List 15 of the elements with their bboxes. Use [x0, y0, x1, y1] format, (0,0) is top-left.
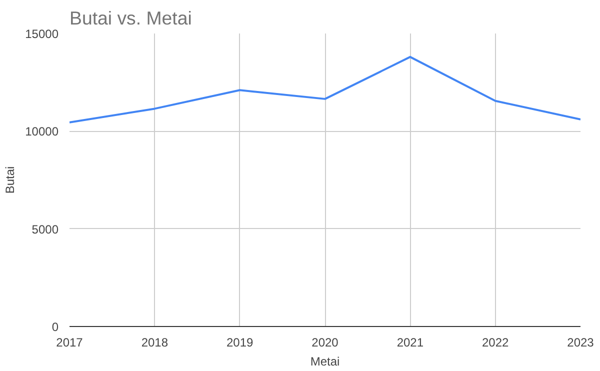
x-tick-label: 2023 — [567, 336, 594, 350]
x-tick-label: 2018 — [141, 336, 168, 350]
x-axis-title: Metai — [310, 354, 340, 368]
y-tick-label: 15000 — [25, 27, 59, 41]
x-tick-label: 2020 — [312, 336, 339, 350]
y-tick-label: 5000 — [32, 222, 59, 236]
x-tick-label: 2017 — [56, 336, 84, 350]
x-tick-label: 2019 — [226, 336, 254, 350]
y-tick-label: 10000 — [25, 124, 59, 139]
chart-title: Butai vs. Metai — [70, 8, 192, 28]
line-series — [70, 56, 580, 124]
x-tick-label: 2021 — [396, 336, 424, 350]
y-tick-label: 0 — [52, 320, 59, 334]
y-axis-title: Butai — [3, 166, 18, 194]
x-tick-label: 2022 — [482, 336, 510, 350]
